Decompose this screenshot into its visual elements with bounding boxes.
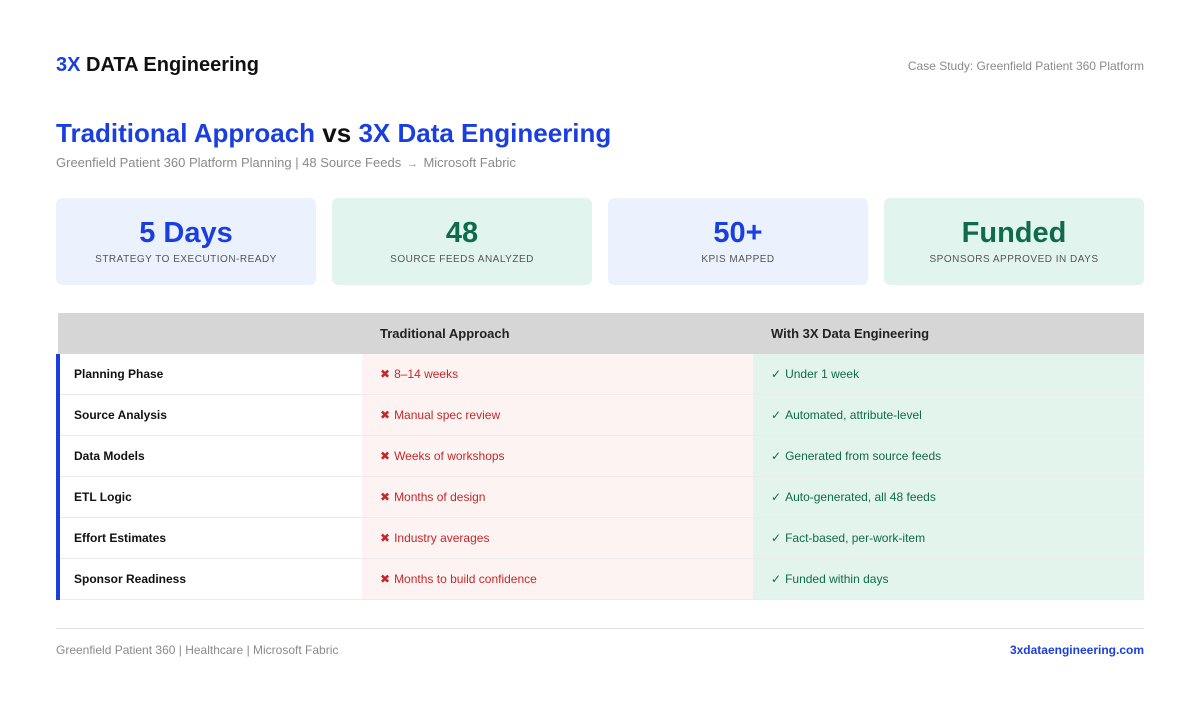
threex-cell: ✓ Automated, attribute-level (753, 395, 1144, 435)
traditional-value: Manual spec review (394, 408, 501, 422)
cross-icon: ✖ (380, 367, 391, 381)
row-label: Source Analysis (74, 408, 167, 422)
stat-value: Funded (961, 217, 1067, 250)
stat-card-feeds: 48 Source Feeds Analyzed (332, 198, 592, 285)
cross-icon: ✖ (380, 449, 391, 463)
row-label: Data Models (74, 449, 145, 463)
check-icon: ✓ (771, 449, 782, 463)
comparison-table: Traditional Approach With 3X Data Engine… (56, 313, 1144, 600)
stat-card-funded: Funded Sponsors Approved in Days (884, 198, 1144, 285)
stat-label: Source Feeds Analyzed (390, 253, 534, 265)
page-header: 3X DATA Engineering Case Study: Greenfie… (56, 54, 1144, 77)
threex-value: Fact-based, per-work-item (785, 531, 926, 545)
check-icon: ✓ (771, 531, 782, 545)
threex-cell: ✓ Generated from source feeds (753, 436, 1144, 476)
arrow-icon: → (406, 158, 418, 170)
row-label: Planning Phase (74, 367, 164, 381)
brand-logo: 3X DATA Engineering (56, 54, 259, 77)
traditional-cell: ✖ 8–14 weeks (362, 354, 753, 394)
stat-card-days: 5 Days Strategy to Execution-Ready (56, 198, 316, 285)
stat-value: 50+ (713, 217, 763, 250)
page-title: Traditional Approach vs 3X Data Engineer… (56, 118, 611, 149)
subtitle-before: Greenfield Patient 360 Platform Planning… (56, 155, 402, 170)
table-body: Planning Phase ✖ 8–14 weeks ✓ Under 1 week… (56, 354, 1144, 600)
page-subtitle: Greenfield Patient 360 Platform Planning… (56, 155, 516, 170)
header-cell-empty (58, 313, 362, 354)
threex-value: Automated, attribute-level (785, 408, 922, 422)
traditional-value: Months to build confidence (394, 572, 537, 586)
stat-label: Strategy to Execution-Ready (95, 253, 277, 265)
row-label: Sponsor Readiness (74, 572, 187, 586)
brand-accent: 3X (56, 54, 81, 76)
header-cell-3x: With 3X Data Engineering (771, 326, 930, 341)
stat-value: 5 Days (139, 217, 233, 250)
header-cell-traditional: Traditional Approach (380, 326, 510, 341)
case-study-label: Case Study: Greenfield Patient 360 Platf… (907, 58, 1144, 73)
stat-value: 48 (445, 217, 479, 250)
threex-value: Auto-generated, all 48 feeds (785, 490, 936, 504)
stat-label: KPIs Mapped (701, 253, 775, 265)
threex-value: Under 1 week (785, 367, 860, 381)
stats-row: 5 Days Strategy to Execution-Ready 48 So… (56, 198, 1144, 285)
table-row: Effort Estimates ✖ Industry averages ✓ Fac… (60, 518, 1144, 559)
table-row: Source Analysis ✖ Manual spec review ✓ Aut… (60, 395, 1144, 436)
cross-icon: ✖ (380, 572, 391, 586)
page-footer: Greenfield Patient 360 | Healthcare | Mi… (56, 628, 1144, 657)
subtitle-after: Microsoft Fabric (423, 155, 516, 170)
traditional-value: Industry averages (394, 531, 490, 545)
threex-cell: ✓ Under 1 week (753, 354, 1144, 394)
row-label: ETL Logic (74, 490, 132, 504)
title-3x: 3X Data Engineering (358, 118, 612, 148)
check-icon: ✓ (771, 572, 782, 586)
threex-cell: ✓ Funded within days (753, 559, 1144, 599)
footer-website-link[interactable]: 3xdataengineering.com (1009, 643, 1144, 657)
footer-tagline: Greenfield Patient 360 | Healthcare | Mi… (56, 643, 339, 657)
table-header: Traditional Approach With 3X Data Engine… (58, 313, 1144, 354)
check-icon: ✓ (771, 408, 782, 422)
traditional-cell: ✖ Months to build confidence (362, 559, 753, 599)
check-icon: ✓ (771, 367, 782, 381)
cross-icon: ✖ (380, 490, 391, 504)
traditional-cell: ✖ Manual spec review (362, 395, 753, 435)
traditional-value: 8–14 weeks (394, 367, 459, 381)
cross-icon: ✖ (380, 531, 391, 545)
threex-value: Generated from source feeds (785, 449, 942, 463)
title-traditional: Traditional Approach (56, 118, 316, 148)
traditional-value: Weeks of workshops (394, 449, 505, 463)
table-row: ETL Logic ✖ Months of design ✓ Auto-genera… (60, 477, 1144, 518)
threex-cell: ✓ Fact-based, per-work-item (753, 518, 1144, 558)
table-row: Sponsor Readiness ✖ Months to build confi… (60, 559, 1144, 600)
title-vs: vs (322, 118, 352, 148)
table-row: Data Models ✖ Weeks of workshops ✓ Generat… (60, 436, 1144, 477)
traditional-cell: ✖ Weeks of workshops (362, 436, 753, 476)
traditional-cell: ✖ Months of design (362, 477, 753, 517)
row-label: Effort Estimates (74, 531, 167, 545)
stat-label: Sponsors Approved in Days (929, 253, 1099, 265)
table-row: Planning Phase ✖ 8–14 weeks ✓ Under 1 week (60, 354, 1144, 395)
threex-cell: ✓ Auto-generated, all 48 feeds (753, 477, 1144, 517)
traditional-value: Months of design (394, 490, 486, 504)
stat-card-kpis: 50+ KPIs Mapped (608, 198, 868, 285)
brand-name: DATA Engineering (86, 54, 259, 76)
check-icon: ✓ (771, 490, 782, 504)
cross-icon: ✖ (380, 408, 391, 422)
threex-value: Funded within days (785, 572, 889, 586)
traditional-cell: ✖ Industry averages (362, 518, 753, 558)
